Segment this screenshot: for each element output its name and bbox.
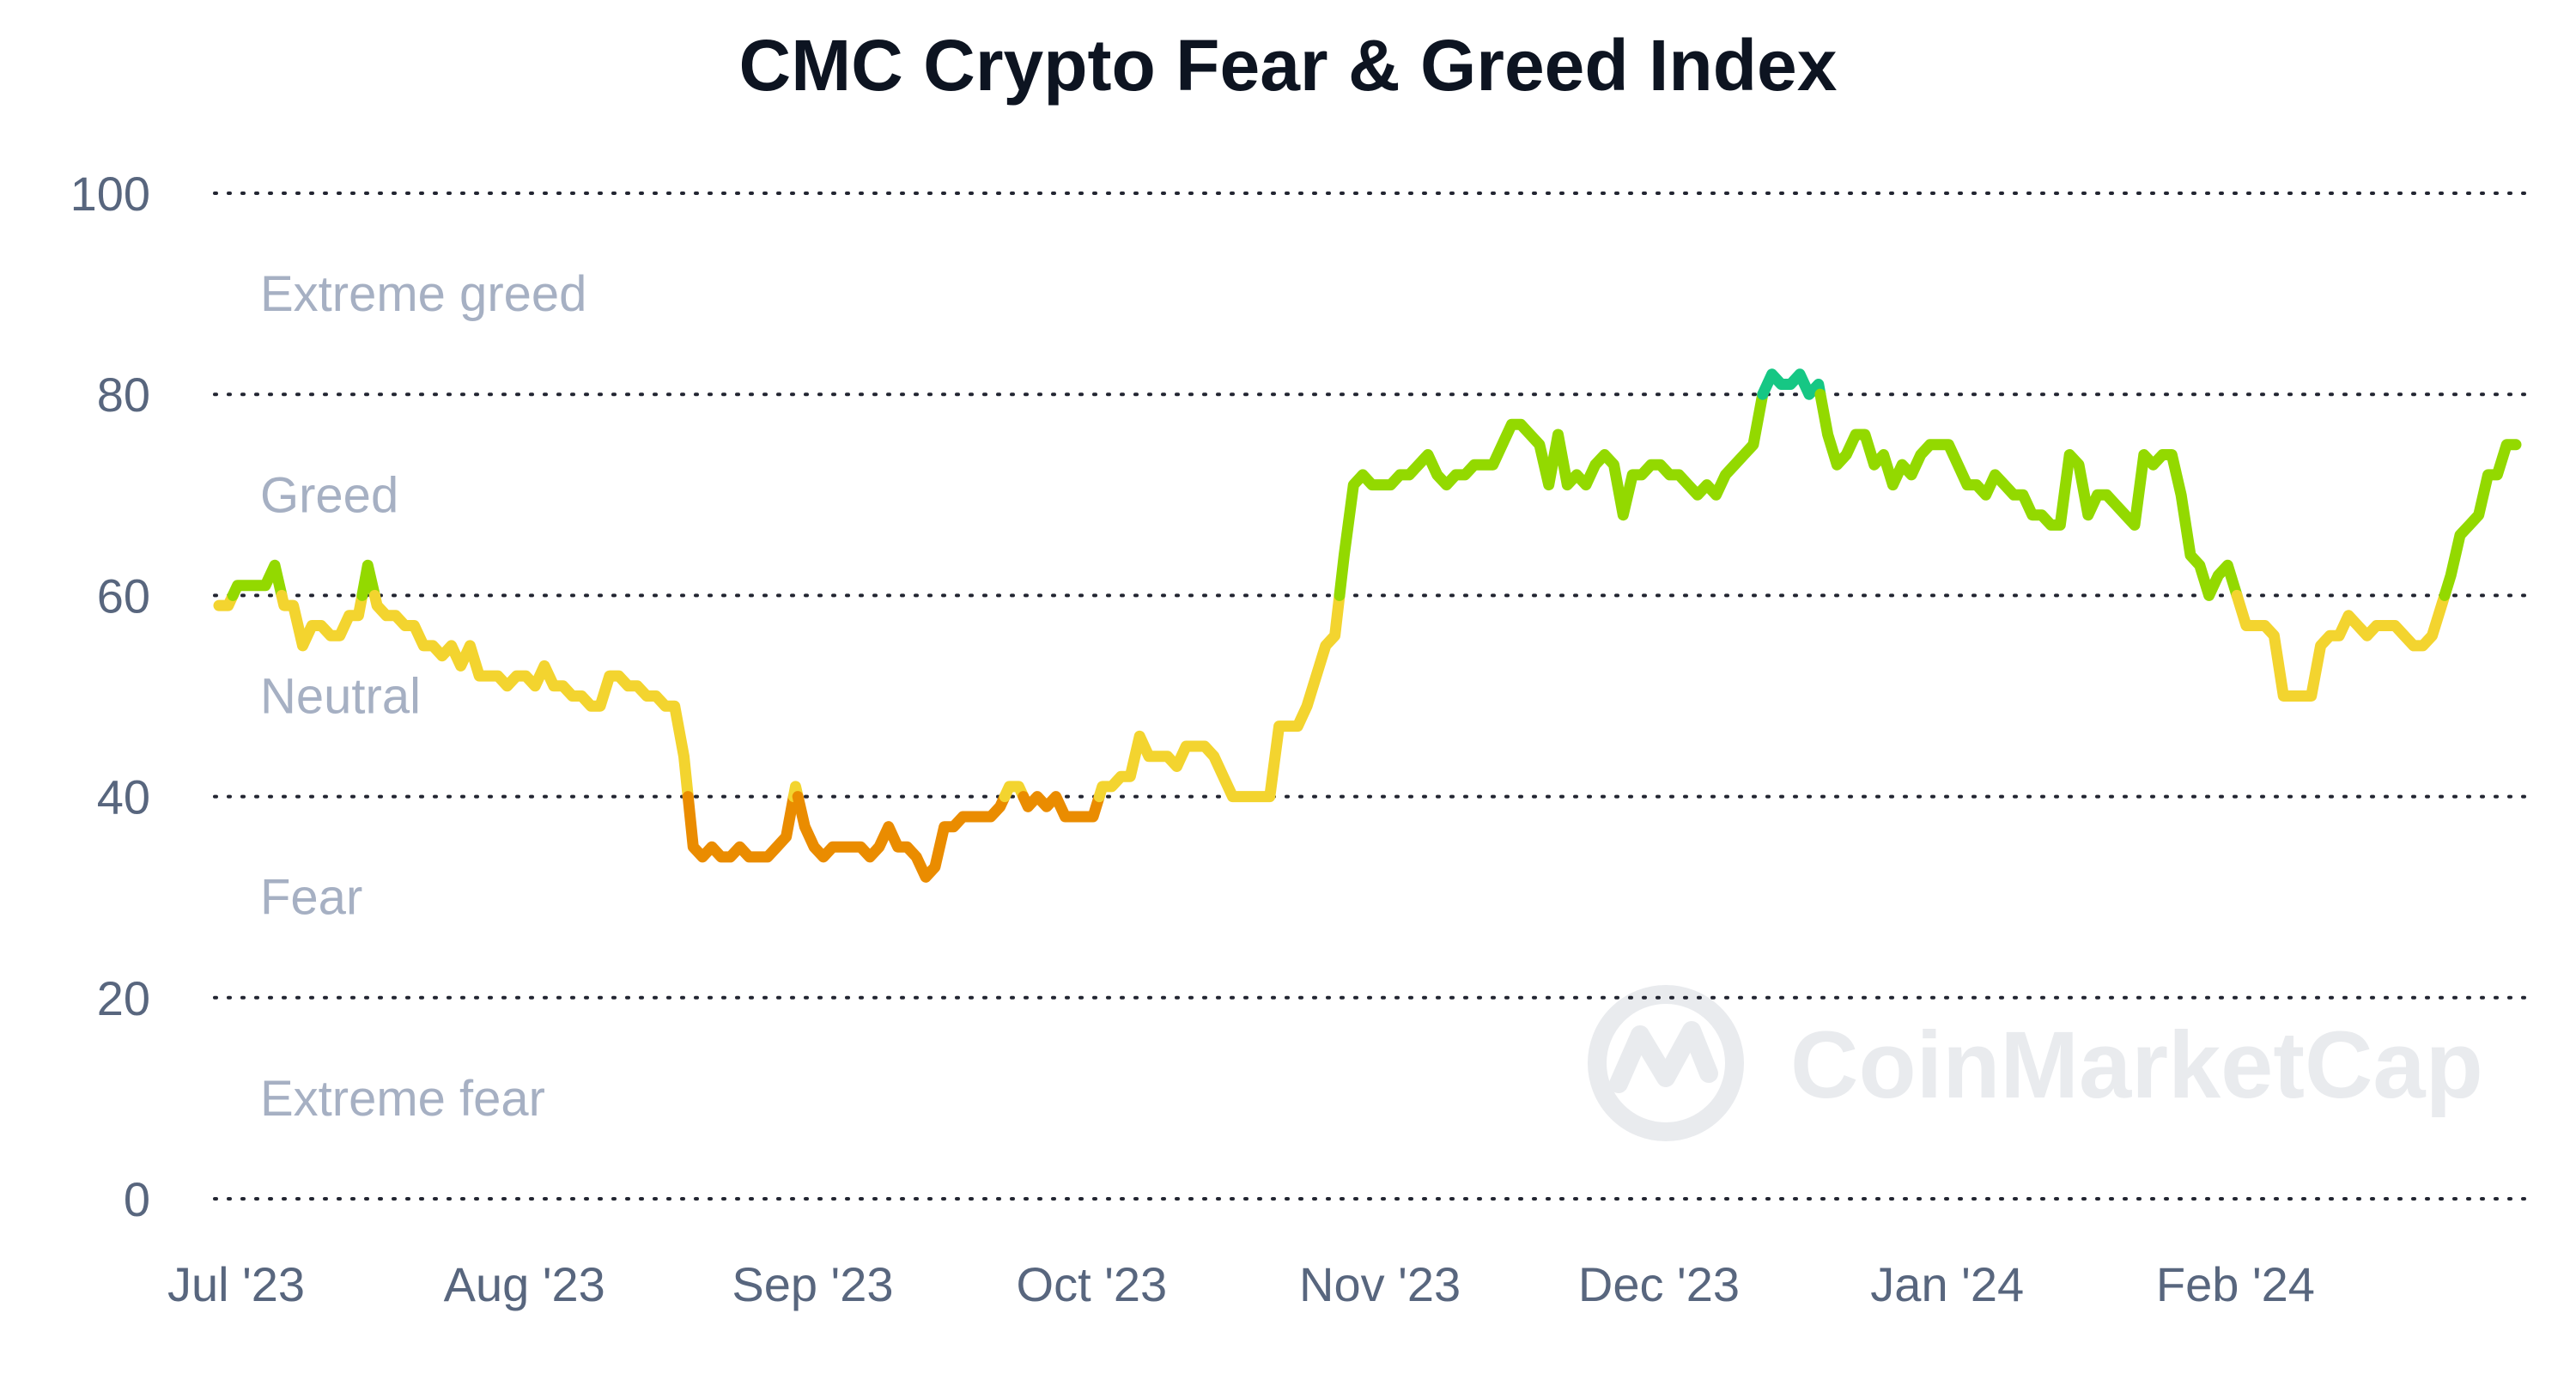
- series-line-segment: [1814, 388, 2243, 601]
- series-line-segment: [276, 589, 368, 652]
- y-tick-label: 60: [97, 568, 150, 623]
- zone-label-neutral: Neutral: [260, 669, 421, 725]
- x-tick-label: Jan '24: [1870, 1257, 2024, 1311]
- x-axis-ticks: Jul '23 Aug '23 Sep '23 Oct '23 Nov '23 Dec '…: [167, 1257, 2315, 1311]
- x-tick-label: Jul '23: [167, 1257, 305, 1311]
- y-tick-label: 40: [97, 770, 150, 824]
- zone-label-extreme-greed: Extreme greed: [260, 266, 586, 322]
- y-tick-label: 100: [70, 167, 150, 221]
- series-line-segment: [1334, 388, 1769, 601]
- coinmarketcap-logo-icon: [1588, 985, 1744, 1141]
- series-line-segment: [2439, 439, 2522, 601]
- series-line: [213, 368, 2522, 883]
- series-line-segment: [1018, 791, 1105, 823]
- series-line-segment: [792, 791, 1011, 883]
- series-line-segment: [227, 559, 288, 601]
- x-tick-label: Dec '23: [1578, 1257, 1740, 1311]
- series-line-segment: [1093, 589, 1346, 803]
- zone-label-greed: Greed: [260, 467, 398, 523]
- x-tick-label: Oct '23: [1017, 1257, 1168, 1311]
- zone-labels: Extreme greed Greed Neutral Fear Extreme fea…: [260, 266, 586, 1127]
- watermark-text: CoinMarketCap: [1790, 1012, 2483, 1118]
- watermark: CoinMarketCap: [1588, 985, 2483, 1141]
- grid-layer: [213, 192, 2530, 1201]
- x-tick-label: Sep '23: [732, 1257, 893, 1311]
- series-line-segment: [1757, 368, 1826, 400]
- zone-label-extreme-fear: Extreme fear: [260, 1071, 545, 1127]
- y-tick-label: 0: [124, 1172, 150, 1226]
- x-tick-label: Feb '24: [2156, 1257, 2315, 1311]
- chart-title: CMC Crypto Fear & Greed Index: [739, 25, 1838, 106]
- y-tick-label: 80: [97, 368, 150, 422]
- series-line-segment: [682, 791, 799, 863]
- series-line-segment: [368, 589, 694, 803]
- x-tick-label: Nov '23: [1299, 1257, 1461, 1311]
- series-line-segment: [356, 559, 380, 601]
- y-tick-label: 20: [97, 971, 150, 1025]
- zone-label-fear: Fear: [260, 870, 362, 926]
- x-tick-label: Aug '23: [444, 1257, 605, 1311]
- y-axis-ticks: 0 20 40 60 80 100: [70, 167, 150, 1226]
- series-line-segment: [2231, 589, 2451, 702]
